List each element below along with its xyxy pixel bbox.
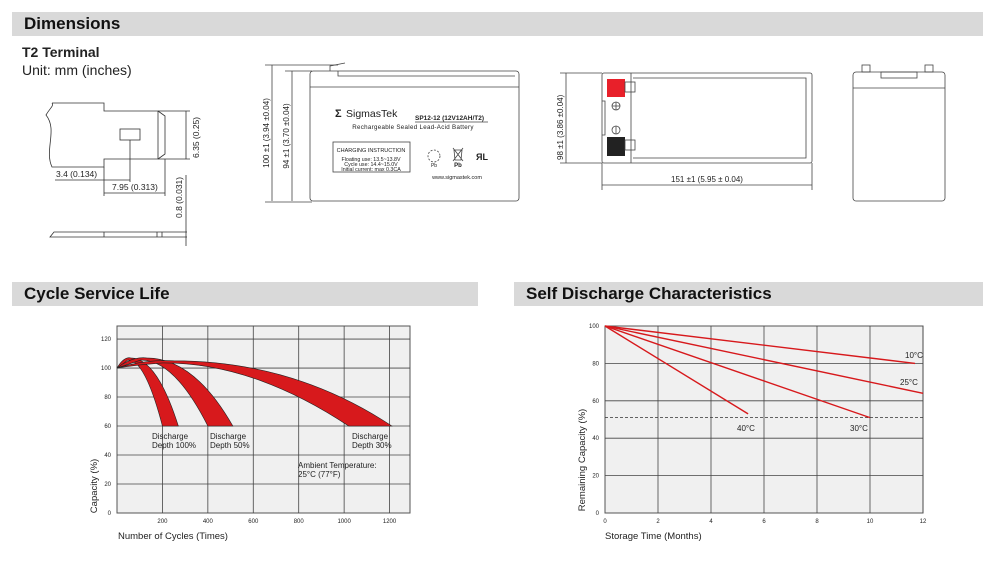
series-line [604,325,924,395]
x-tick-label: 4 [709,519,713,525]
dim-terminal-thickness: 0.8 (0.031) [174,177,184,218]
annotation-d30: Depth 30% [352,441,392,450]
section-header-self-discharge: Self Discharge Characteristics [514,282,983,306]
y-tick-label: 0 [596,511,600,517]
y-tick-label: 60 [104,424,111,430]
section-header-dimensions: Dimensions [12,12,983,36]
series-band [116,357,179,427]
negative-terminal [607,137,625,156]
x-tick-label: 800 [294,519,305,525]
annotation-ambient: Ambient Temperature: [298,461,377,470]
brand-logo: SigmasTek [346,108,398,120]
section-header-cycle-life: Cycle Service Life [12,282,478,306]
self-discharge-chart: 0 2 4 6 8 10 12 0 20 40 60 80 100 [589,324,927,525]
y-tick-label: 100 [101,366,112,372]
dim-top-width: 98 ±1 (3.86 ±0.04) [556,94,565,160]
y-tick-label: 20 [592,474,599,480]
charging-title: CHARGING INSTRUCTION [337,148,406,154]
dim-terminal-width: 3.4 (0.134) [56,169,97,179]
crossed-bin-icon [452,147,464,162]
x-tick-label: 6 [762,519,766,525]
dim-top-length: 151 ±1 (5.95 ± 0.04) [671,175,743,184]
battery-front-view: 100 ±1 (3.94 ±0.04) 94 ±1 (3.70 ±0.04) Σ… [262,62,520,203]
series-band [116,357,234,427]
y-tick-label: 120 [101,337,112,343]
dim-total-height: 100 ±1 (3.94 ±0.04) [262,98,271,168]
series-label-30c: 30°C [850,424,868,433]
series-line [604,325,871,419]
x-tick-label: 200 [157,519,168,525]
y-tick-label: 20 [104,482,111,488]
cycle-life-chart: 200 400 600 800 1000 1200 0 20 40 60 80 100 120 [101,325,411,525]
cycle-life-labels: Discharge Depth 100% Discharge Depth 50%… [89,432,392,542]
ul-mark-icon: ЯL [476,152,488,162]
x-tick-label: 1200 [383,519,397,525]
charging-line: Initial current: max 0.3CA [341,167,401,173]
series-label-10c: 10°C [905,351,923,360]
series-label-40c: 40°C [737,424,755,433]
battery-description: Rechargeable Sealed Lead-Acid Battery [352,124,474,131]
website: www.sigmastek.com [431,175,482,181]
battery-top-view: 98 ±1 (3.86 ±0.04) 151 ±1 (5.95 ± 0.04) [556,72,813,190]
series-line [604,325,916,365]
charging-line: Floating use: 13.5~13.8V [341,157,401,163]
terminal-unit: Unit: mm (inches) [22,62,132,78]
y-tick-label: 80 [104,395,111,401]
annotation-ambient: 25°C (77°F) [298,470,341,479]
y-tick-label: 40 [104,453,111,459]
series-label-25c: 25°C [900,378,918,387]
x-tick-label: 600 [248,519,259,525]
minus-icon [611,125,621,135]
dim-terminal-height: 6.35 (0.25) [191,117,201,158]
battery-side-view [852,64,946,202]
y-tick-label: 0 [108,511,112,517]
y-tick-label: 80 [592,361,599,367]
annotation-d50: Depth 50% [210,441,250,450]
y-axis-label: Remaining Capacity (%) [577,409,588,511]
self-discharge-labels: 10°C 25°C 30°C 40°C Storage Time (Months… [577,351,923,542]
x-axis-label: Storage Time (Months) [605,531,702,542]
x-tick-label: 400 [203,519,214,525]
svg-text:Σ: Σ [335,108,342,120]
x-tick-label: 1000 [337,519,351,525]
positive-terminal [607,79,625,97]
plot-area [116,325,411,514]
annotation-d30: Discharge [352,432,389,441]
y-tick-label: 100 [589,324,600,330]
x-tick-label: 2 [656,519,660,525]
dim-terminal-length: 7.95 (0.313) [112,182,158,192]
plot-area [604,325,924,514]
terminal-title: T2 Terminal [22,44,100,60]
y-tick-label: 40 [592,436,599,442]
y-axis-label: Capacity (%) [89,459,100,513]
x-tick-label: 0 [603,519,607,525]
annotation-d50: Discharge [210,432,247,441]
annotation-d100: Depth 100% [152,441,196,450]
dim-case-height: 94 ±1 (3.70 ±0.04) [282,103,291,169]
series-band [116,360,393,427]
x-tick-label: 10 [867,519,874,525]
plus-icon [611,101,621,111]
y-tick-label: 60 [592,399,599,405]
series-line [604,325,749,415]
pb-label: Pb [431,163,437,169]
recycle-icon [427,149,441,163]
charging-line: Cycle use: 14.4~15.0V [344,162,398,168]
annotation-d100: Discharge [152,432,189,441]
x-tick-label: 8 [815,519,819,525]
terminal-diagram: T2 Terminal Unit: mm (inches) 3.4 (0.134… [22,44,201,246]
x-tick-label: 12 [920,519,927,525]
model-label: SP12-12 (12V12AH/T2) [415,115,484,122]
x-axis-label: Number of Cycles (Times) [118,531,228,542]
pb-label: Pb [454,163,462,169]
